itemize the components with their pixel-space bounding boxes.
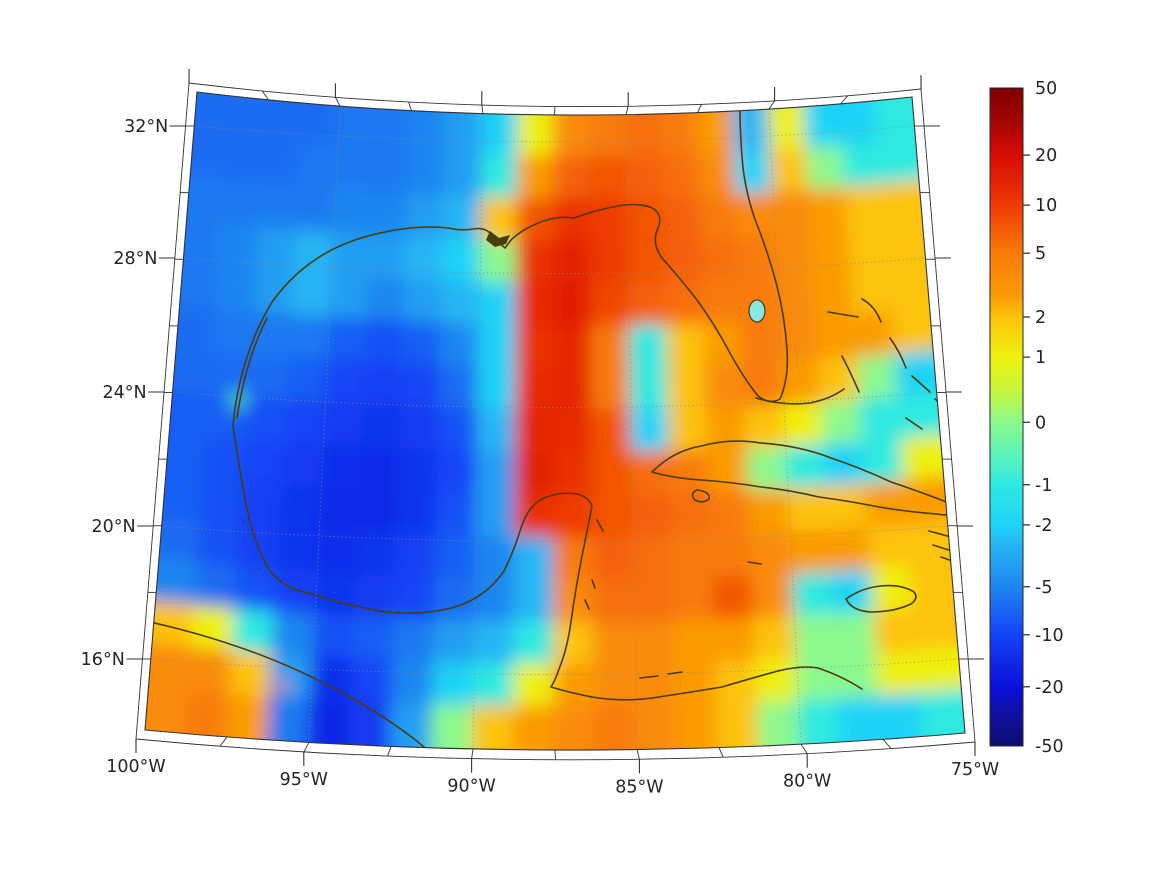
- lat-tick-label: 32°N: [124, 117, 168, 137]
- colorbar-tick-label: -10: [1035, 626, 1064, 646]
- colorbar-tick-label: -2: [1035, 516, 1052, 536]
- lon-tick-label: 75°W: [951, 760, 999, 780]
- lon-tick-label: 85°W: [615, 777, 663, 797]
- graticule: [150, 106, 959, 750]
- axis-labels: 32°N 28°N 24°N 20°N 16°N 100°W 95°W 90°W 85°W 80°…: [81, 117, 999, 797]
- lat-tick-label: 28°N: [113, 249, 157, 269]
- colorbar-tick-label: 5: [1035, 244, 1046, 264]
- lon-tick-label: 90°W: [447, 777, 495, 797]
- colorbar-gradient: [989, 87, 1024, 747]
- map-frame: [126, 69, 985, 774]
- map-field: [145, 92, 965, 751]
- colorbar-tick-label: -5: [1035, 578, 1052, 598]
- colorbar-tick-label: -1: [1035, 476, 1052, 496]
- colorbar-tick-label: 50: [1035, 79, 1057, 99]
- lat-tick-label: 24°N: [102, 383, 146, 403]
- lon-tick-label: 95°W: [280, 770, 328, 790]
- lon-tick-label: 100°W: [106, 757, 165, 777]
- colorbar-tick-label: 10: [1035, 196, 1057, 216]
- lat-tick-label: 20°N: [92, 517, 136, 537]
- colorbar-tick-label: 1: [1035, 348, 1046, 368]
- colorbar-tick-label: 0: [1035, 413, 1046, 433]
- colorbar-tick-label: -50: [1035, 737, 1064, 757]
- lon-tick-label: 80°W: [783, 772, 831, 792]
- colorbar-tick-label: 20: [1035, 146, 1057, 166]
- colorbar-tick-label: 2: [1035, 308, 1046, 328]
- lat-tick-label: 16°N: [81, 650, 125, 670]
- colorbar-tick-label: -20: [1035, 678, 1064, 698]
- lake-okeechobee: [748, 299, 766, 323]
